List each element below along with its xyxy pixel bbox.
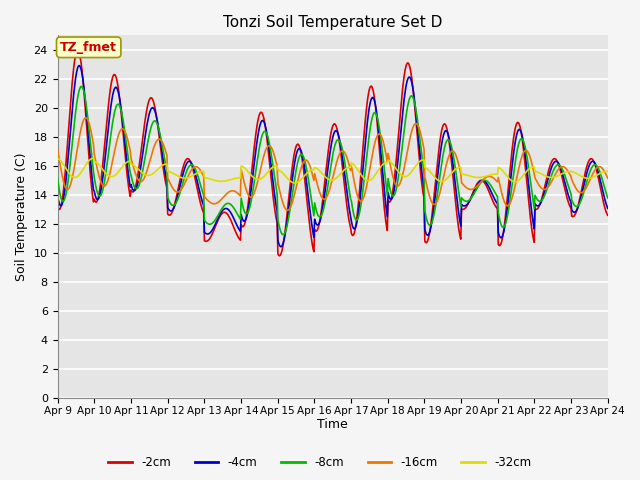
Legend: -2cm, -4cm, -8cm, -16cm, -32cm: -2cm, -4cm, -8cm, -16cm, -32cm xyxy=(104,452,536,474)
-32cm xyxy=(291,180,299,186)
-16cm xyxy=(121,128,129,134)
Line: -32cm: -32cm xyxy=(58,158,608,183)
-32cm xyxy=(54,156,61,161)
-8cm xyxy=(63,182,71,188)
Y-axis label: Soil Temperature (C): Soil Temperature (C) xyxy=(15,153,28,281)
Title: Tonzi Soil Temperature Set D: Tonzi Soil Temperature Set D xyxy=(223,15,442,30)
-16cm xyxy=(401,161,409,167)
-4cm xyxy=(63,162,71,168)
Line: -4cm: -4cm xyxy=(58,66,608,247)
-4cm xyxy=(75,63,83,69)
-4cm xyxy=(121,139,129,145)
-4cm xyxy=(604,205,612,211)
-8cm xyxy=(77,84,85,89)
Line: -2cm: -2cm xyxy=(58,50,608,256)
Line: -16cm: -16cm xyxy=(58,118,608,210)
-2cm xyxy=(604,212,612,218)
-8cm xyxy=(280,232,287,238)
-16cm xyxy=(284,207,292,213)
-16cm xyxy=(177,187,184,193)
-4cm xyxy=(206,230,214,236)
-2cm xyxy=(121,150,129,156)
-4cm xyxy=(417,161,425,167)
-4cm xyxy=(401,90,409,96)
-2cm xyxy=(74,47,81,53)
-2cm xyxy=(276,253,284,259)
-8cm xyxy=(121,129,129,135)
-32cm xyxy=(401,174,409,180)
-2cm xyxy=(63,141,71,147)
-8cm xyxy=(54,175,61,180)
-8cm xyxy=(206,221,214,227)
-2cm xyxy=(401,68,409,74)
-2cm xyxy=(417,174,425,180)
-32cm xyxy=(89,156,97,161)
-4cm xyxy=(277,244,285,250)
-8cm xyxy=(177,187,184,193)
-32cm xyxy=(206,176,214,182)
X-axis label: Time: Time xyxy=(317,419,348,432)
-8cm xyxy=(401,121,409,127)
-16cm xyxy=(417,132,425,138)
-16cm xyxy=(82,115,90,120)
-32cm xyxy=(63,168,71,174)
-32cm xyxy=(121,161,129,167)
-16cm xyxy=(604,175,612,181)
Text: TZ_fmet: TZ_fmet xyxy=(60,41,117,54)
-16cm xyxy=(54,146,61,152)
-2cm xyxy=(177,174,184,180)
-2cm xyxy=(206,236,214,241)
-8cm xyxy=(417,146,425,152)
-8cm xyxy=(604,195,612,201)
-16cm xyxy=(63,187,71,192)
-2cm xyxy=(54,203,61,208)
Line: -8cm: -8cm xyxy=(58,86,608,235)
-32cm xyxy=(177,175,184,180)
-16cm xyxy=(206,199,214,205)
-4cm xyxy=(177,180,184,186)
-32cm xyxy=(417,157,425,163)
-4cm xyxy=(54,192,61,198)
-32cm xyxy=(604,168,612,174)
